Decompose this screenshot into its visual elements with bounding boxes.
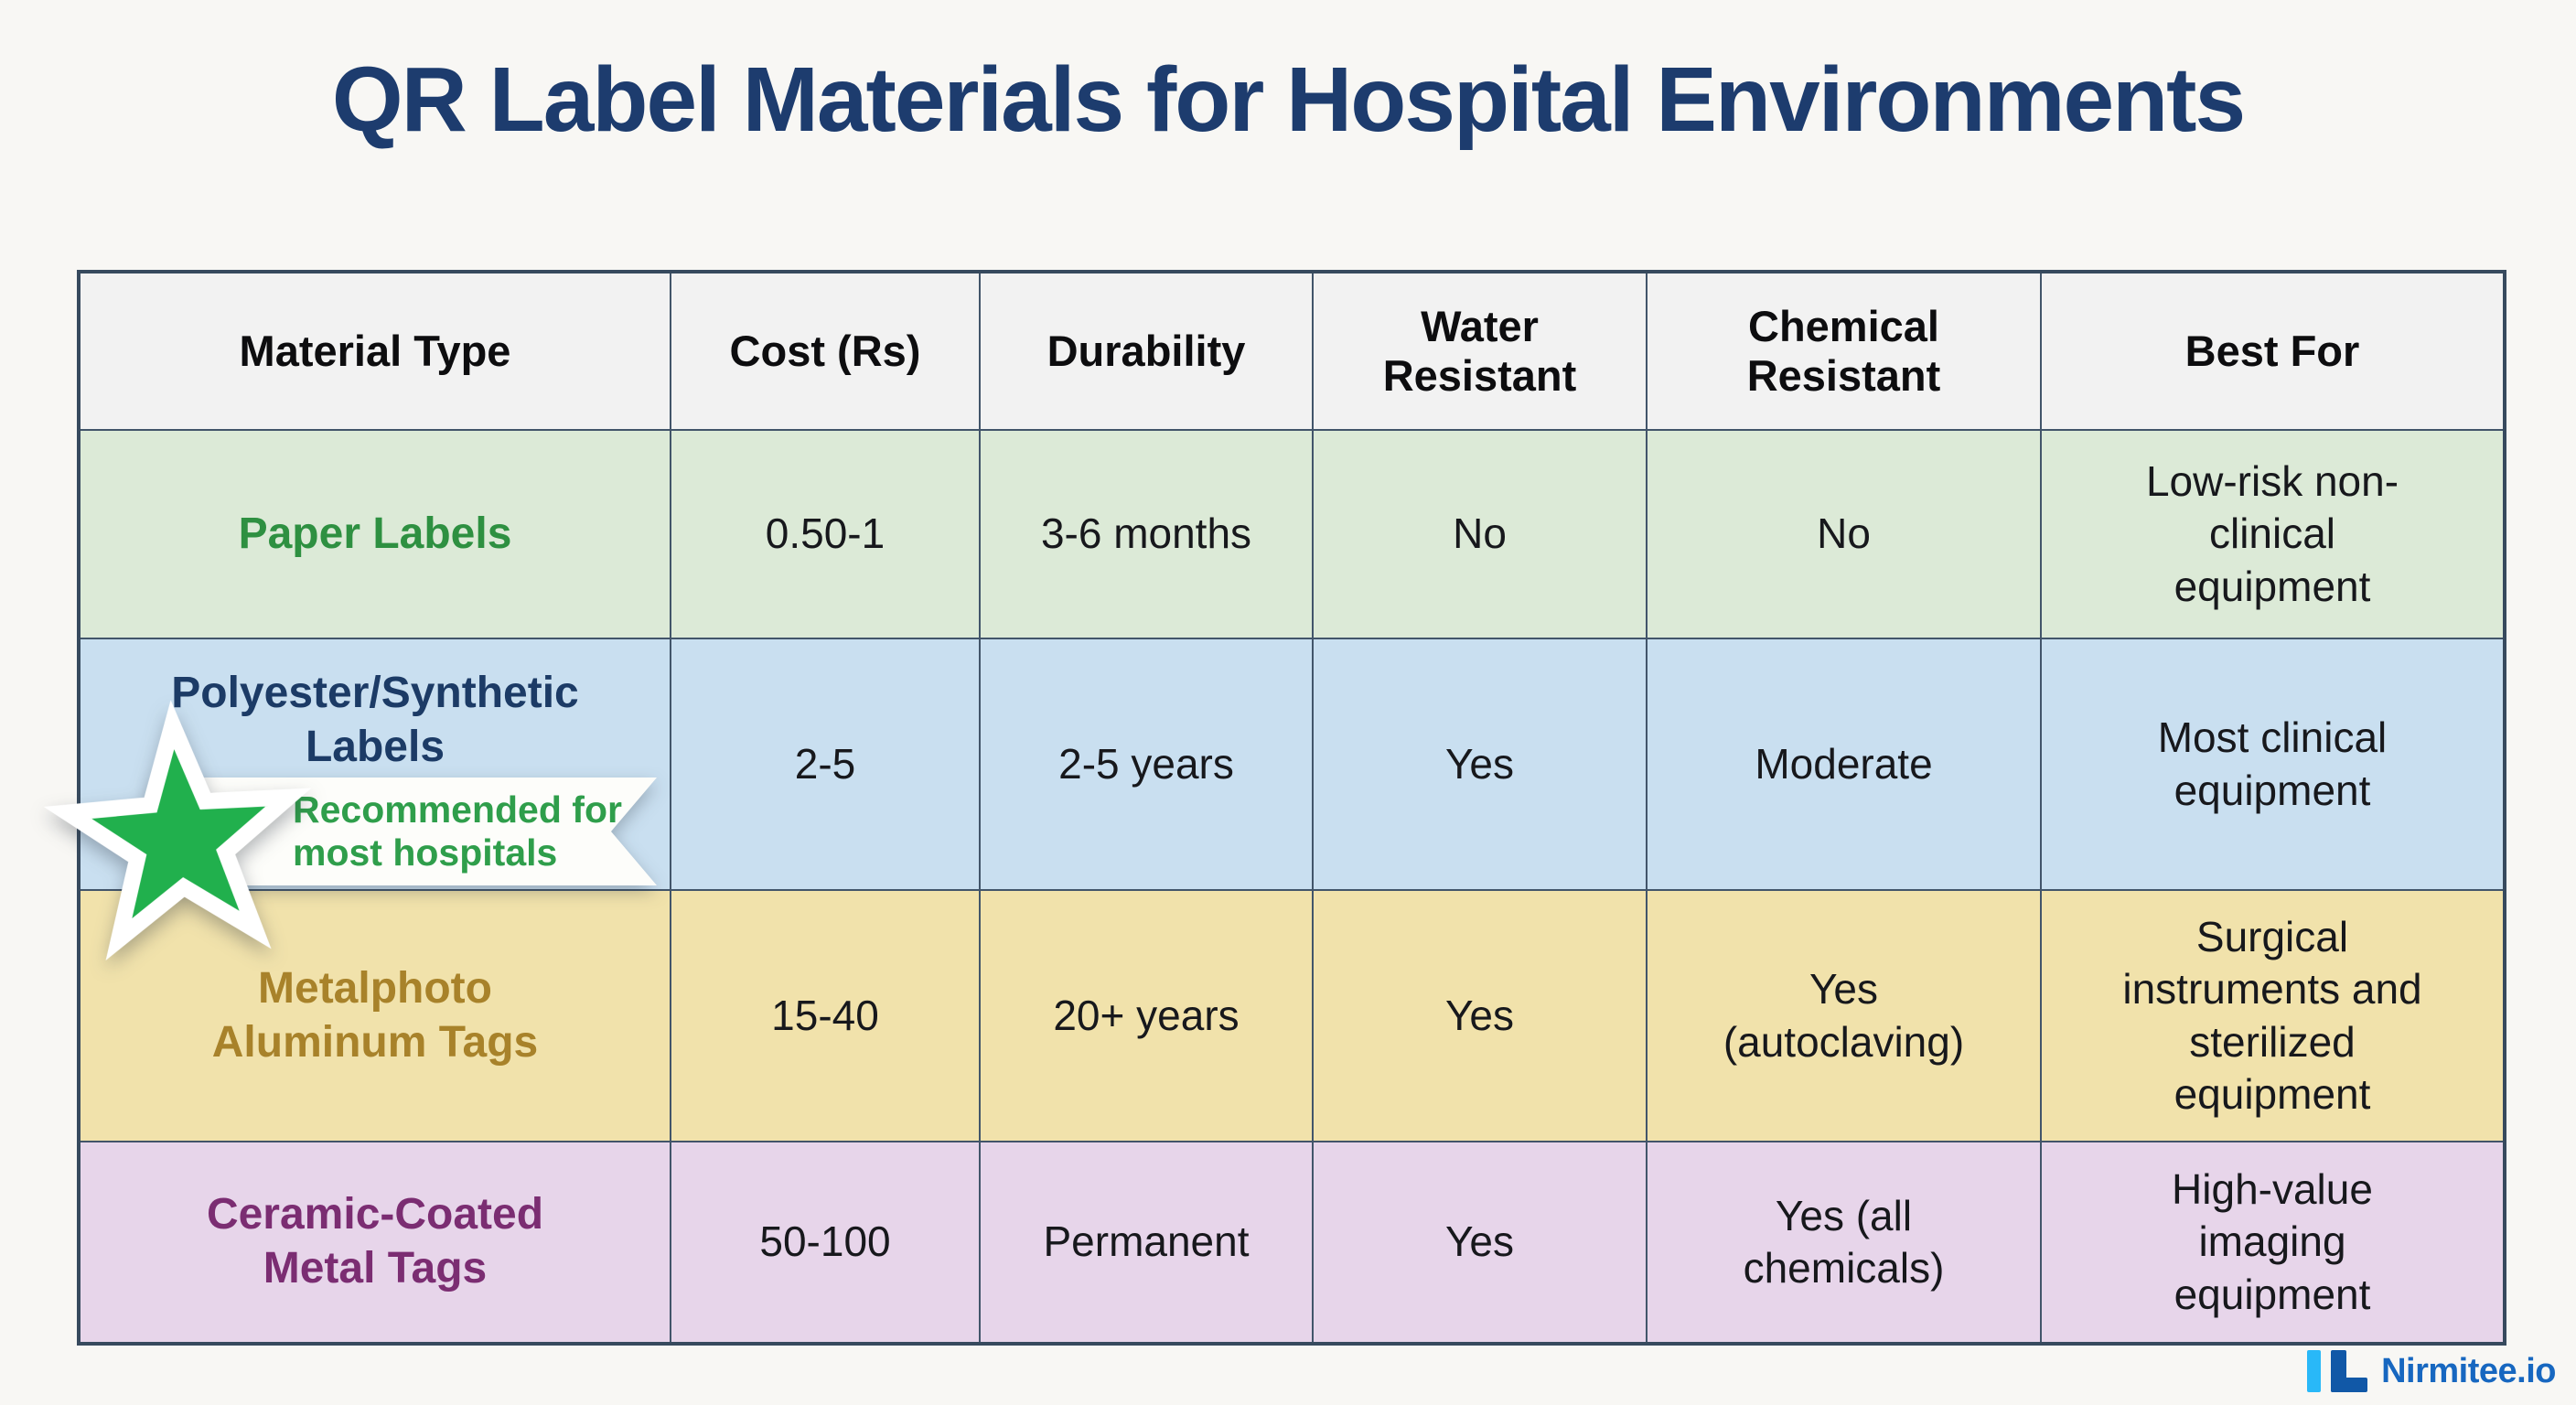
- row-metalphoto-bestfor-cell: Surgical instruments and sterilized equi…: [2042, 891, 2503, 1142]
- row-paper-bestfor-cell: Low-risk non-clinical equipment: [2042, 431, 2503, 639]
- comparison-table: Material Type Cost (Rs) Durability Water…: [77, 270, 2506, 1346]
- row-polyester-chemical-cell: Moderate: [1648, 639, 2042, 891]
- header-text: Material Type: [239, 326, 511, 375]
- row-polyester-bestfor-cell: Most clinical equipment: [2042, 639, 2503, 891]
- cell-text: Yes (autoclaving): [1723, 965, 1965, 1066]
- cell-text: 15-40: [771, 991, 879, 1039]
- brand-logo-icon: [2307, 1348, 2368, 1394]
- cell-text: Yes: [1444, 1217, 1515, 1266]
- cell-text: 20+ years: [1053, 991, 1240, 1039]
- row-metalphoto-water-cell: Yes: [1314, 891, 1648, 1142]
- cell-text: 2-5: [794, 739, 856, 788]
- cell-text: No: [1817, 509, 1871, 558]
- header-text: Cost (Rs): [729, 326, 921, 375]
- header-text: Best For: [2184, 326, 2360, 375]
- header-durability: Durability: [981, 273, 1314, 431]
- row-metalphoto-durability-cell: 20+ years: [981, 891, 1314, 1142]
- row-paper-material-cell: Paper Labels: [80, 431, 671, 639]
- row-ceramic-water-cell: Yes: [1314, 1142, 1648, 1342]
- header-best-for: Best For: [2042, 273, 2503, 431]
- header-text: Durability: [1046, 326, 1246, 375]
- header-text: Chemical Resistant: [1746, 301, 1941, 400]
- row-metalphoto-chemical-cell: Yes (autoclaving): [1648, 891, 2042, 1142]
- material-label: Paper Labels: [238, 509, 512, 558]
- row-ceramic-material-cell: Ceramic-Coated Metal Tags: [80, 1142, 671, 1342]
- cell-text: Permanent: [1043, 1217, 1250, 1266]
- cell-text: High-value imaging equipment: [2172, 1164, 2373, 1318]
- cell-text: Yes: [1444, 991, 1515, 1039]
- row-metalphoto-material-cell: Metalphoto Aluminum Tags: [80, 891, 671, 1142]
- brand-name: Nirmitee.io: [2381, 1351, 2556, 1390]
- row-ceramic-bestfor-cell: High-value imaging equipment: [2042, 1142, 2503, 1342]
- row-metalphoto-cost-cell: 15-40: [671, 891, 981, 1142]
- brand-logo: Nirmitee.io: [2307, 1348, 2556, 1394]
- cell-text: No: [1453, 509, 1507, 558]
- cell-text: Surgical instruments and sterilized equi…: [2122, 912, 2422, 1119]
- row-paper-water-cell: No: [1314, 431, 1648, 639]
- cell-text: Yes: [1444, 739, 1515, 788]
- material-label: Metalphoto Aluminum Tags: [211, 963, 539, 1067]
- header-material-type: Material Type: [80, 273, 671, 431]
- row-polyester-water-cell: Yes: [1314, 639, 1648, 891]
- cell-text: Most clinical equipment: [2157, 713, 2388, 814]
- cell-text: 0.50-1: [765, 509, 886, 558]
- cell-text: Low-risk non-clinical equipment: [2145, 456, 2399, 610]
- header-water-resistant: Water Resistant: [1314, 273, 1648, 431]
- brand-mark-cyan-bar: [2307, 1350, 2322, 1392]
- row-polyester-durability-cell: 2-5 years: [981, 639, 1314, 891]
- row-ceramic-chemical-cell: Yes (all chemicals): [1648, 1142, 2042, 1342]
- star-icon: [43, 700, 312, 961]
- header-cost: Cost (Rs): [671, 273, 981, 431]
- row-ceramic-durability-cell: Permanent: [981, 1142, 1314, 1342]
- cell-text: 3-6 months: [1040, 509, 1252, 558]
- cell-text: Yes (all chemicals): [1743, 1191, 1945, 1292]
- header-text: Water Resistant: [1382, 301, 1577, 400]
- material-label: Ceramic-Coated Metal Tags: [206, 1190, 544, 1292]
- badge-line1: Recommended for: [293, 788, 622, 831]
- row-paper-cost-cell: 0.50-1: [671, 431, 981, 639]
- brand-mark-blue-foot: [2331, 1378, 2368, 1392]
- header-chemical-resistant: Chemical Resistant: [1648, 273, 2042, 431]
- badge-line2: most hospitals: [293, 831, 558, 874]
- cell-text: 2-5 years: [1058, 739, 1234, 788]
- row-paper-chemical-cell: No: [1648, 431, 2042, 639]
- material-label: Polyester/Synthetic Labels: [171, 669, 579, 771]
- cell-text: Moderate: [1755, 739, 1933, 788]
- page-title: QR Label Materials for Hospital Environm…: [331, 48, 2246, 151]
- row-paper-durability-cell: 3-6 months: [981, 431, 1314, 639]
- row-ceramic-cost-cell: 50-100: [671, 1142, 981, 1342]
- cell-text: 50-100: [759, 1217, 891, 1266]
- row-polyester-cost-cell: 2-5: [671, 639, 981, 891]
